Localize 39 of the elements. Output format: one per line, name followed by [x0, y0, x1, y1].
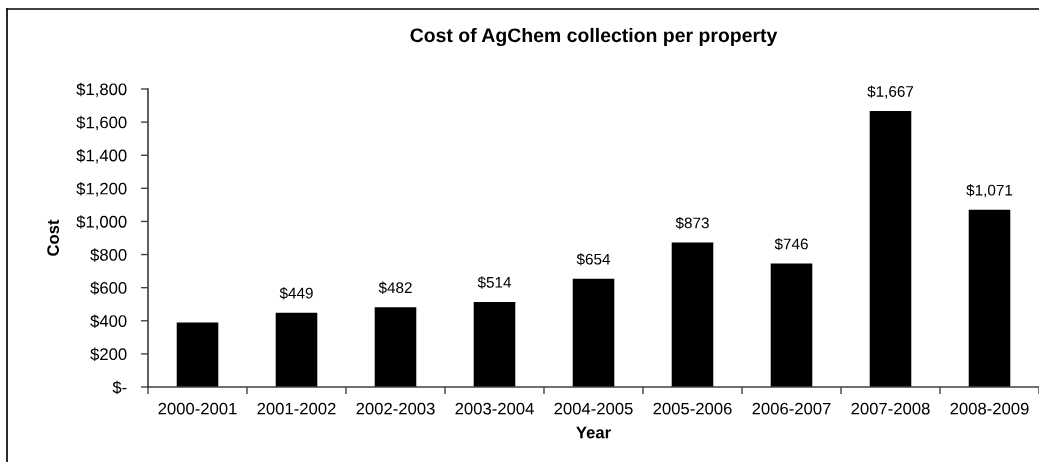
y-tick-label: $600 — [90, 281, 127, 295]
bar — [968, 209, 1011, 387]
x-tick-label: 2008-2009 — [950, 402, 1029, 415]
bar — [473, 301, 516, 387]
x-tick-label: 2007-2008 — [851, 402, 930, 415]
data-label: $482 — [378, 281, 412, 294]
x-tick-label: 2000-2001 — [158, 402, 237, 415]
y-tick-label: $400 — [90, 314, 127, 328]
data-label: $746 — [774, 237, 808, 251]
data-label: $1,071 — [966, 184, 1013, 198]
y-tick-label: $- — [112, 380, 127, 395]
x-tick-label: 2004-2005 — [554, 402, 633, 415]
data-label: $1,667 — [867, 85, 914, 99]
bar — [374, 307, 417, 387]
bar — [572, 278, 615, 387]
x-axis-title: Year — [576, 426, 611, 439]
x-tick-label: 2001-2002 — [257, 402, 336, 415]
chart-title: Cost of AgChem collection per property — [410, 27, 778, 47]
data-label: $514 — [477, 276, 512, 289]
x-tick-label: 2006-2007 — [752, 402, 831, 415]
y-tick-label: $1,400 — [76, 148, 127, 164]
data-label: $873 — [675, 216, 709, 230]
y-tick-label: $1,200 — [76, 182, 127, 197]
y-tick-label: $1,000 — [76, 215, 127, 230]
bar — [869, 111, 912, 387]
y-tick-label: $1,800 — [76, 82, 127, 98]
y-tick-label: $200 — [90, 347, 127, 362]
bar — [176, 322, 219, 387]
bar — [671, 242, 714, 387]
bar — [770, 263, 813, 387]
x-tick-label: 2005-2006 — [653, 402, 732, 415]
y-axis-title: Cost — [47, 219, 60, 256]
bar — [275, 312, 318, 387]
y-tick-label: $800 — [90, 248, 127, 262]
x-tick-label: 2002-2003 — [356, 402, 435, 415]
y-tick-label: $1,600 — [76, 115, 127, 131]
x-tick-label: 2003-2004 — [455, 402, 534, 415]
data-label: $654 — [576, 253, 611, 266]
data-label: $449 — [279, 287, 313, 300]
